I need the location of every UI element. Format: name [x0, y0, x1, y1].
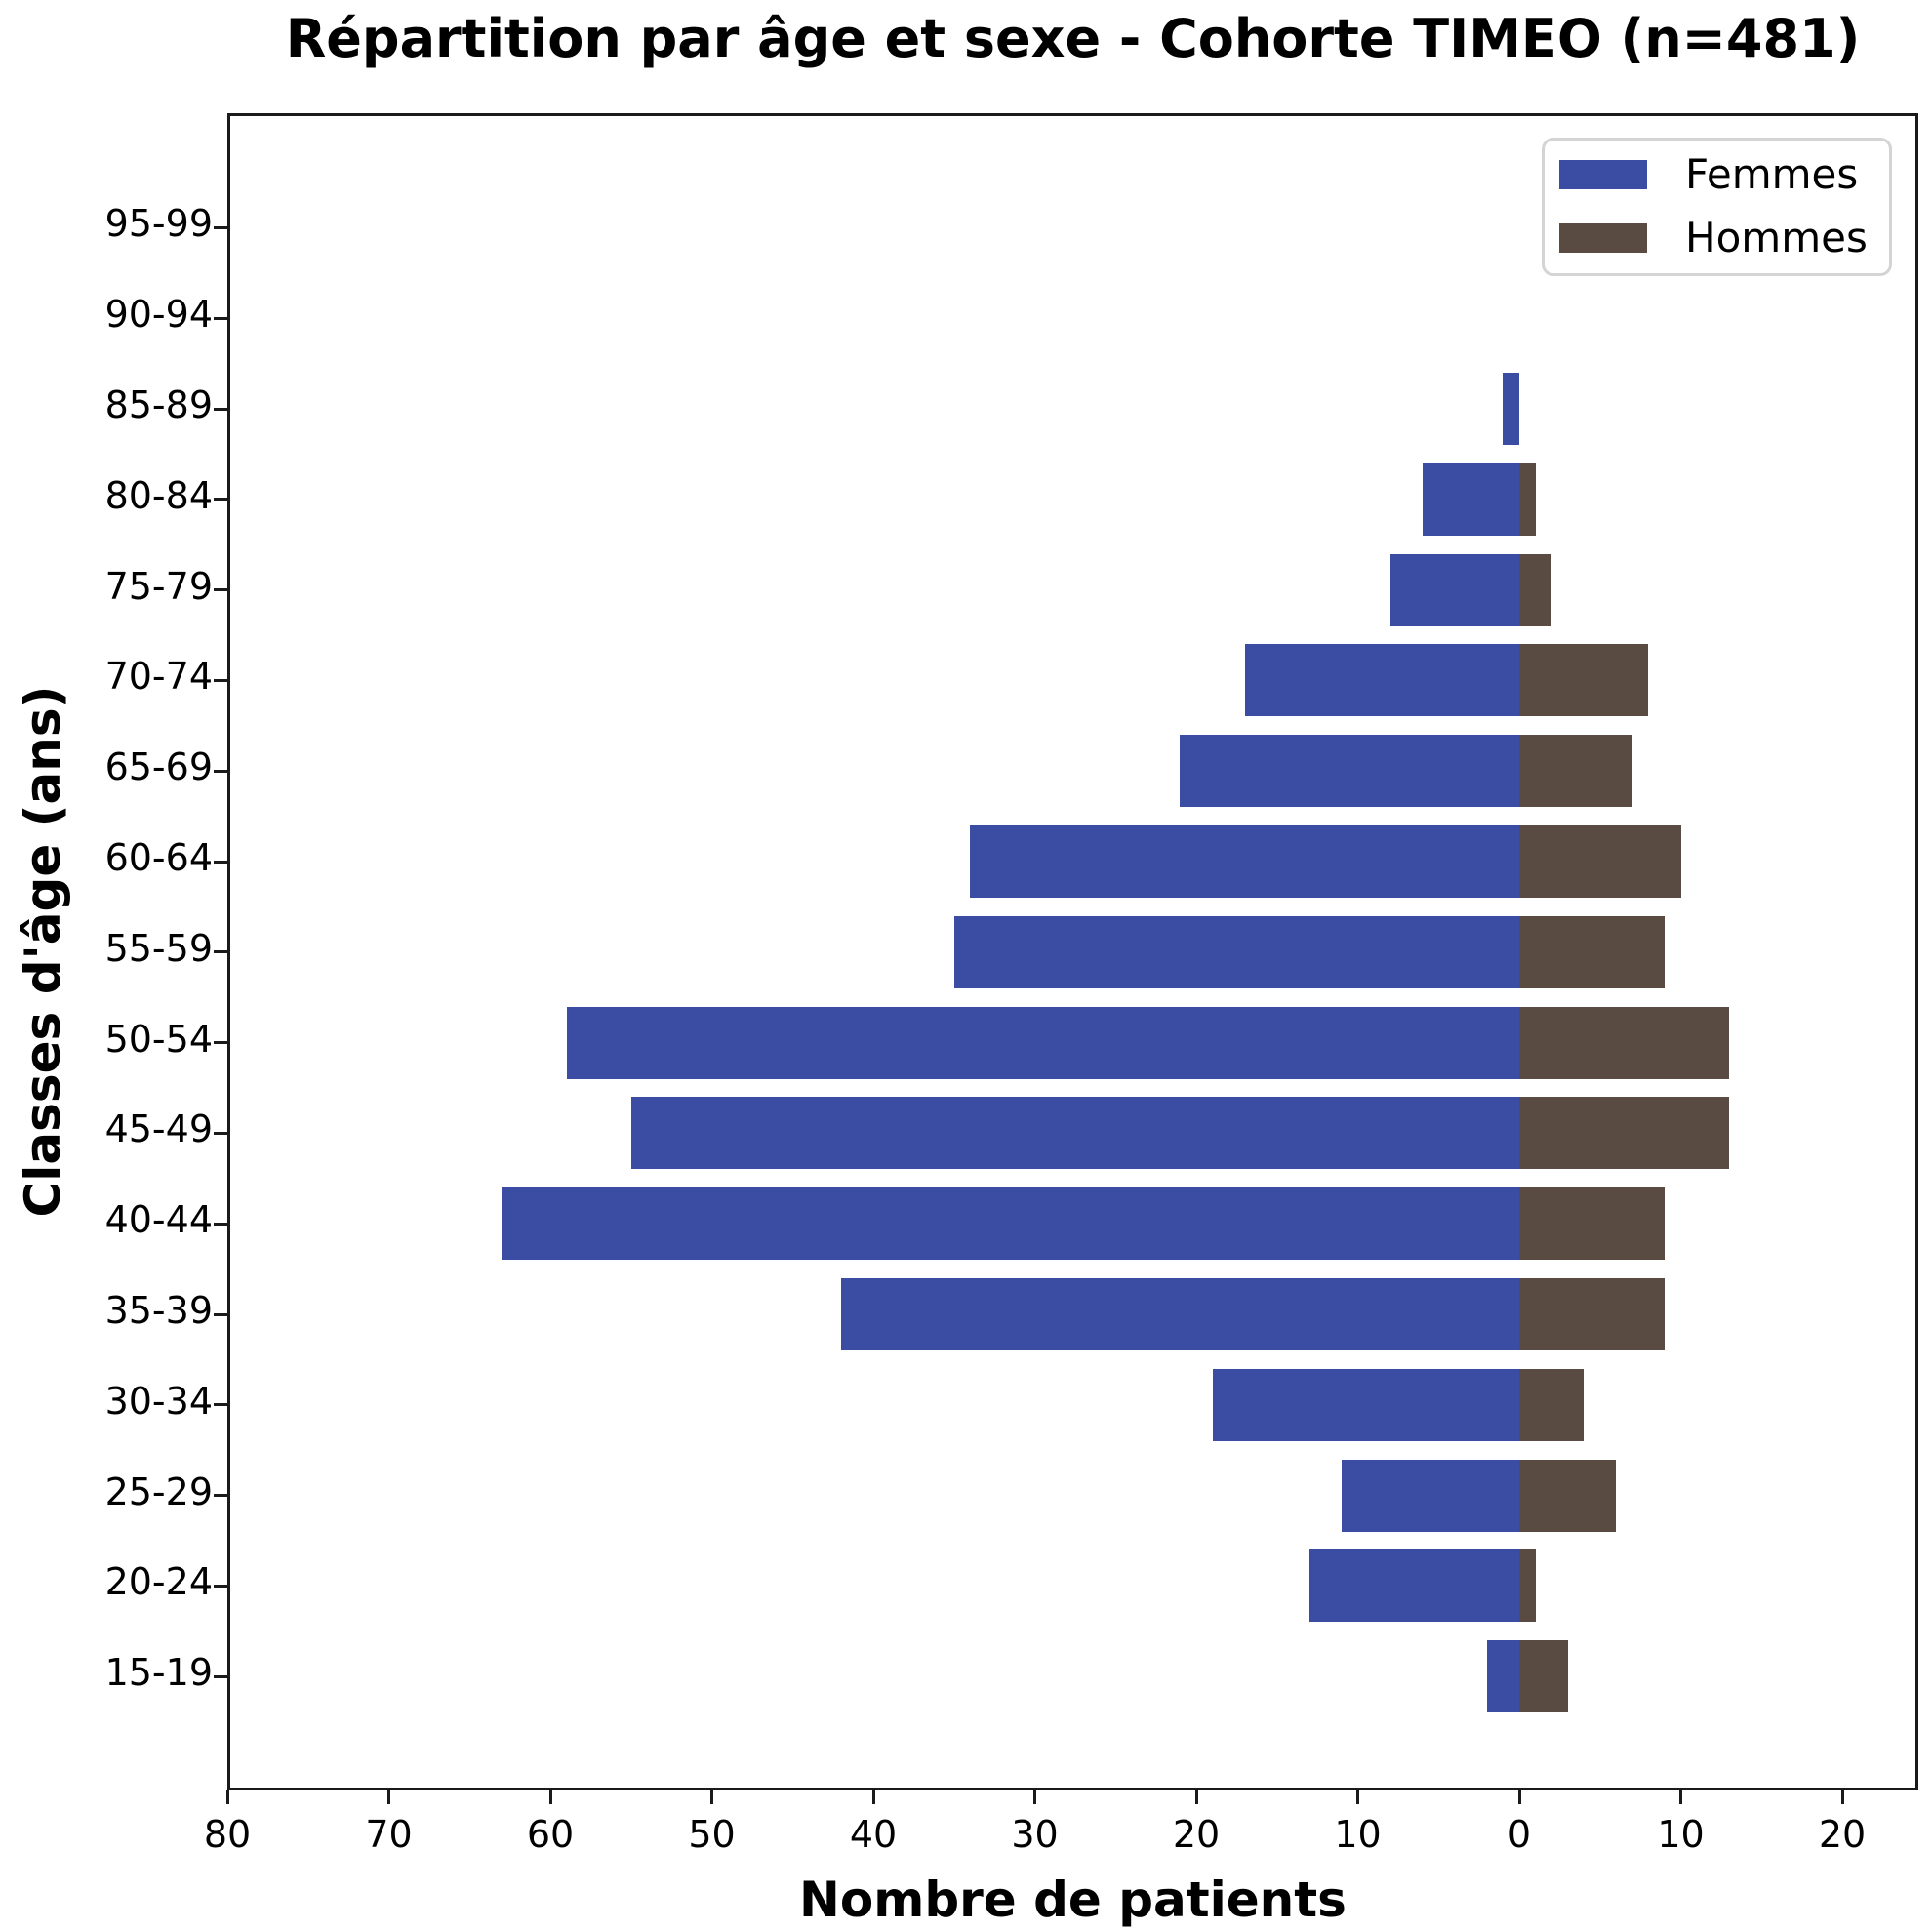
bar-hommes-80-84	[1519, 463, 1536, 536]
x-axis-label: Nombre de patients	[799, 1871, 1347, 1928]
legend-row-femmes: Femmes	[1545, 153, 1889, 196]
y-tick-mark-80-84	[214, 498, 227, 502]
y-tick-label-85-89: 85-89	[104, 383, 213, 426]
x-tick-mark-70-left	[387, 1790, 390, 1804]
bar-hommes-65-69	[1519, 735, 1632, 808]
bar-femmes-85-89	[1503, 373, 1519, 445]
y-tick-mark-65-69	[214, 769, 227, 773]
x-tick-label-50-left: 50	[688, 1813, 736, 1856]
x-tick-label-10-left: 10	[1334, 1813, 1382, 1856]
y-tick-label-25-29: 25-29	[104, 1469, 213, 1513]
y-tick-mark-70-74	[214, 678, 227, 682]
y-tick-label-35-39: 35-39	[104, 1289, 213, 1332]
y-tick-mark-40-44	[214, 1222, 227, 1226]
y-tick-label-70-74: 70-74	[104, 655, 213, 699]
bar-femmes-45-49	[630, 1097, 1519, 1170]
x-tick-mark-10-right	[1679, 1790, 1682, 1804]
legend-swatch-hommes	[1559, 223, 1647, 253]
y-tick-mark-55-59	[214, 950, 227, 954]
x-tick-label-30-left: 30	[1011, 1813, 1059, 1856]
y-tick-label-60-64: 60-64	[104, 836, 213, 879]
y-tick-label-30-34: 30-34	[104, 1379, 213, 1423]
bar-femmes-20-24	[1308, 1549, 1519, 1623]
y-tick-label-65-69: 65-69	[104, 745, 213, 789]
y-tick-mark-25-29	[214, 1494, 227, 1498]
legend: Femmes Hommes	[1542, 138, 1892, 276]
y-tick-label-15-19: 15-19	[104, 1651, 213, 1695]
x-tick-mark-40-left	[871, 1790, 875, 1804]
bar-hommes-45-49	[1519, 1097, 1730, 1170]
y-tick-label-20-24: 20-24	[104, 1560, 213, 1604]
x-tick-mark-30-left	[1033, 1790, 1036, 1804]
y-tick-label-45-49: 45-49	[104, 1107, 213, 1151]
legend-label-femmes: Femmes	[1685, 150, 1859, 198]
legend-swatch-femmes	[1559, 160, 1647, 189]
bar-femmes-70-74	[1244, 644, 1519, 717]
bar-hommes-25-29	[1519, 1459, 1617, 1532]
x-tick-mark-0	[1517, 1790, 1521, 1804]
bar-hommes-55-59	[1519, 915, 1665, 988]
y-tick-label-75-79: 75-79	[104, 564, 213, 608]
x-tick-label-60-left: 60	[526, 1813, 575, 1856]
bar-femmes-75-79	[1389, 553, 1519, 626]
x-tick-mark-50-left	[710, 1790, 713, 1804]
y-tick-label-90-94: 90-94	[104, 293, 213, 337]
y-tick-mark-15-19	[214, 1674, 227, 1678]
x-tick-mark-20-left	[1194, 1790, 1198, 1804]
bar-femmes-30-34	[1212, 1368, 1519, 1441]
chart-title: Répartition par âge et sexe - Cohorte TI…	[285, 8, 1861, 69]
bar-femmes-40-44	[502, 1187, 1519, 1261]
x-tick-label-0: 0	[1507, 1813, 1532, 1856]
x-tick-mark-10-left	[1356, 1790, 1359, 1804]
x-tick-mark-80-left	[225, 1790, 229, 1804]
bar-hommes-15-19	[1519, 1640, 1568, 1713]
bar-femmes-25-29	[1341, 1459, 1519, 1532]
y-tick-label-55-59: 55-59	[104, 926, 213, 970]
y-tick-label-80-84: 80-84	[104, 473, 213, 517]
y-tick-mark-30-34	[214, 1403, 227, 1407]
x-tick-label-70-left: 70	[365, 1813, 413, 1856]
y-tick-mark-90-94	[214, 316, 227, 320]
x-tick-label-40-left: 40	[849, 1813, 898, 1856]
bar-femmes-35-39	[840, 1278, 1519, 1350]
bar-femmes-15-19	[1486, 1640, 1519, 1713]
x-tick-label-20-left: 20	[1172, 1813, 1221, 1856]
bar-femmes-50-54	[566, 1006, 1519, 1079]
bar-femmes-60-64	[970, 825, 1519, 898]
bar-hommes-20-24	[1519, 1549, 1536, 1623]
legend-row-hommes: Hommes	[1545, 217, 1889, 260]
y-axis-label: Classes d'âge (ans)	[15, 685, 71, 1218]
y-tick-mark-85-89	[214, 407, 227, 411]
y-tick-mark-50-54	[214, 1041, 227, 1045]
x-tick-mark-20-right	[1840, 1790, 1844, 1804]
x-tick-label-80-left: 80	[203, 1813, 252, 1856]
bar-hommes-40-44	[1519, 1187, 1665, 1261]
x-tick-label-20-right: 20	[1818, 1813, 1867, 1856]
x-tick-mark-60-left	[548, 1790, 552, 1804]
y-tick-mark-35-39	[214, 1312, 227, 1316]
bar-hommes-70-74	[1519, 644, 1649, 717]
bar-hommes-75-79	[1519, 553, 1552, 626]
bar-hommes-35-39	[1519, 1278, 1665, 1350]
bar-hommes-30-34	[1519, 1368, 1585, 1441]
bar-femmes-65-69	[1180, 735, 1519, 808]
bar-hommes-60-64	[1519, 825, 1681, 898]
y-tick-mark-75-79	[214, 588, 227, 592]
y-tick-label-50-54: 50-54	[104, 1017, 213, 1061]
legend-label-hommes: Hommes	[1685, 214, 1868, 261]
y-tick-mark-45-49	[214, 1131, 227, 1135]
x-tick-label-10-right: 10	[1657, 1813, 1705, 1856]
bar-hommes-50-54	[1519, 1006, 1730, 1079]
bar-femmes-80-84	[1422, 463, 1519, 536]
y-tick-mark-20-24	[214, 1584, 227, 1588]
y-tick-label-40-44: 40-44	[104, 1198, 213, 1242]
bar-femmes-55-59	[953, 915, 1519, 988]
y-tick-label-95-99: 95-99	[104, 202, 213, 246]
y-tick-mark-60-64	[214, 860, 227, 864]
y-tick-mark-95-99	[214, 225, 227, 229]
